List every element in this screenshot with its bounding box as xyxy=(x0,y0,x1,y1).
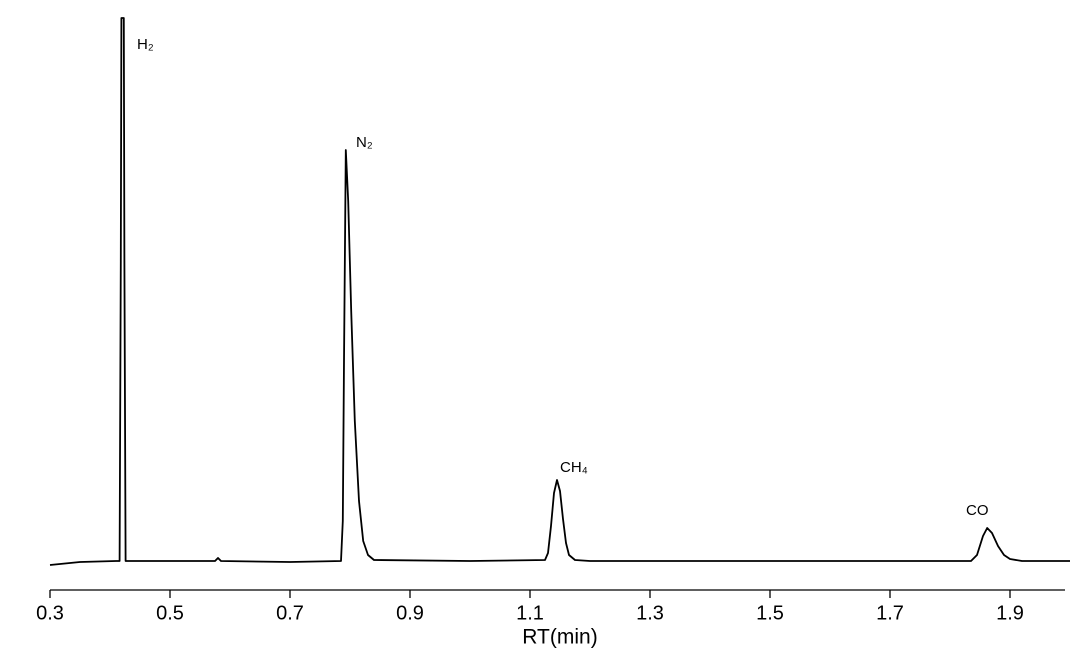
x-axis-title: RT(min) xyxy=(522,626,597,649)
x-tick-label: 1.3 xyxy=(636,602,664,624)
peak-label: CO xyxy=(966,502,989,519)
x-tick-label: 0.5 xyxy=(156,602,184,624)
x-tick-label: 1.1 xyxy=(516,602,544,624)
peak-label: N₂ xyxy=(356,134,373,151)
x-tick-label: 1.5 xyxy=(756,602,784,624)
x-tick-label: 0.9 xyxy=(396,602,424,624)
x-tick-label: 1.9 xyxy=(996,602,1024,624)
peak-label: H₂ xyxy=(137,36,154,53)
x-tick-label: 1.7 xyxy=(876,602,904,624)
chromatogram-line xyxy=(49,17,1070,566)
x-tick-label: 0.7 xyxy=(276,602,304,624)
peak-label: CH₄ xyxy=(560,459,588,476)
x-tick-label: 0.3 xyxy=(36,602,64,624)
